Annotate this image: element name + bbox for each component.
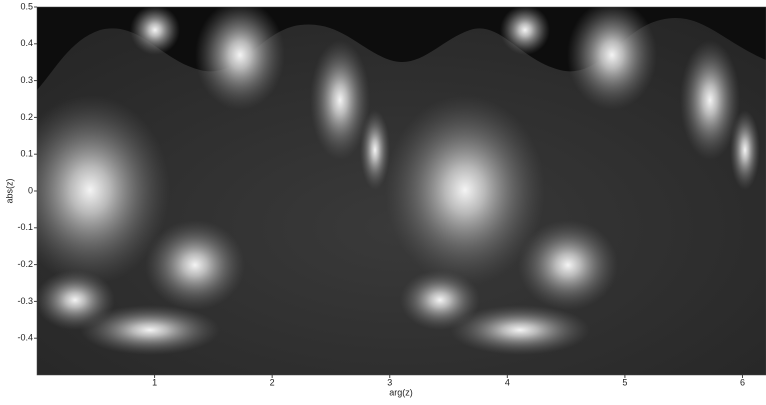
y-tick-label: -0.4 xyxy=(17,333,33,343)
y-tick-label: -0.1 xyxy=(17,222,33,232)
y-tick-label: 0.1 xyxy=(20,149,33,159)
x-tick-label: 4 xyxy=(505,377,510,387)
x-tick-label: 5 xyxy=(622,377,627,387)
chart: arg(z) abs(z) 1 2 3 4 5 6 0.5 0.4 0.3 0.2 0.1 0 -0.1… xyxy=(0,0,766,400)
y-tick-label: -0.2 xyxy=(17,259,33,269)
x-tick-label: 1 xyxy=(152,377,157,387)
x-tick-label: 2 xyxy=(270,377,275,387)
y-tick-label: 0.2 xyxy=(20,112,33,122)
y-tick-label: 0.3 xyxy=(20,75,33,85)
y-tick-label: 0.5 xyxy=(20,1,33,11)
y-axis-label: abs(z) xyxy=(4,178,14,203)
x-tick-label: 3 xyxy=(387,377,392,387)
x-axis-label: arg(z) xyxy=(389,387,413,397)
y-tick-label: 0 xyxy=(28,185,33,195)
y-tick-label: -0.3 xyxy=(17,296,33,306)
x-tick-label: 6 xyxy=(740,377,745,387)
fractal-image xyxy=(10,0,766,375)
y-tick-label: 0.4 xyxy=(20,38,33,48)
